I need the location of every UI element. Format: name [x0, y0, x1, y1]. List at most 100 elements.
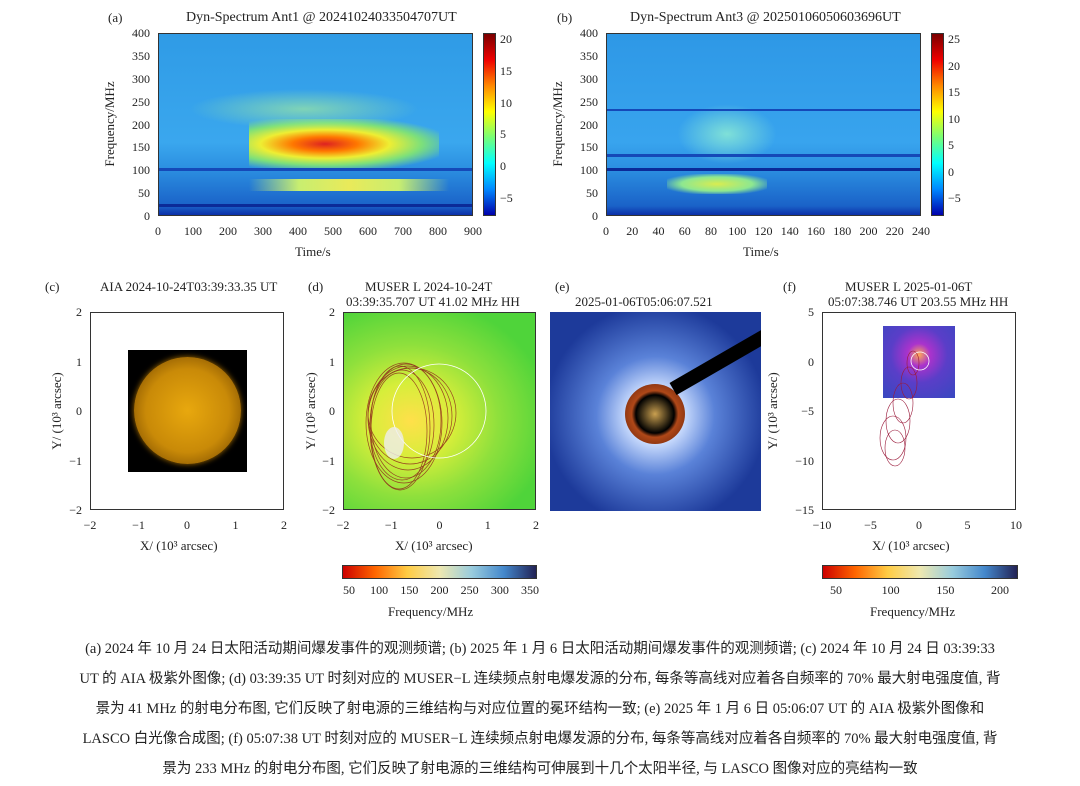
panel-d-xlabel: X/ (10³ arcsec) — [395, 538, 473, 553]
caption-line-3: 景为 41 MHz 的射电分布图, 它们反映了射电源的三维结构与对应位置的冕环结… — [95, 701, 985, 717]
x-tick-label: −1 — [384, 518, 398, 532]
y-tick-label: −5 — [801, 404, 814, 418]
colorbar-tick-label: −5 — [500, 191, 513, 205]
x-tick-label: 700 — [394, 224, 412, 238]
x-tick-label: 220 — [885, 224, 904, 238]
x-tick-label: 200 — [219, 224, 237, 238]
rfi-line — [607, 154, 920, 157]
panel-a-spectrum — [158, 33, 473, 216]
panel-f-title-2: 05:07:38.746 UT 203.55 MHz HH — [828, 294, 1009, 309]
y-tick-label: 150 — [580, 140, 598, 155]
x-tick-label: 600 — [359, 224, 377, 238]
panel-e-tag: (e) — [555, 279, 570, 294]
caption-line-4: LASCO 白光像合成图; (f) 05:07:38 UT 时刻对应的 MUSE… — [82, 731, 998, 747]
colorbar-tick-label: 200 — [430, 583, 449, 597]
colorbar-tick-label: 100 — [370, 583, 389, 597]
panel-e-title: 2025-01-06T05:06:07.521 — [575, 294, 713, 309]
panel-f-xlabel: X/ (10³ arcsec) — [872, 538, 950, 553]
x-tick-label: 0 — [436, 518, 443, 532]
panel-b-ylabel: Frequency/MHz — [550, 81, 565, 167]
x-tick-label: 40 — [652, 224, 665, 238]
y-tick-label: 200 — [132, 117, 150, 132]
colorbar-tick-label: 150 — [936, 583, 955, 597]
colorbar-tick-label: 10 — [500, 95, 512, 110]
rfi-line — [607, 109, 920, 111]
x-tick-label: 0 — [184, 518, 190, 532]
x-tick-label: 10 — [1010, 518, 1022, 532]
panel-f-colorbar — [822, 565, 1018, 579]
colorbar-tick-label: 150 — [400, 583, 419, 597]
x-tick-label: 0 — [916, 518, 922, 532]
y-tick-label: 400 — [580, 26, 598, 40]
aia-image — [128, 350, 247, 472]
y-tick-label: 0 — [808, 354, 814, 369]
y-tick-label: −10 — [795, 453, 814, 468]
rfi-line — [159, 204, 472, 207]
y-tick-label: −2 — [322, 503, 335, 517]
panel-f-ylabel: Y/ (10³ arcsec) — [765, 372, 780, 450]
x-tick-label: 500 — [324, 224, 342, 238]
y-tick-label: 1 — [76, 354, 82, 369]
panel-b-tag: (b) — [557, 10, 573, 25]
colorbar-tick-label: 250 — [460, 583, 479, 597]
panel-b-colorbar — [931, 33, 944, 216]
y-tick-label: 0 — [592, 209, 598, 223]
colorbar-tick-label: 300 — [490, 583, 509, 597]
x-tick-label: 0 — [603, 224, 609, 238]
x-tick-label: 0 — [155, 224, 161, 238]
panel-c-ylabel: Y/ (10³ arcsec) — [49, 372, 64, 450]
colorbar-tick-label: −5 — [948, 191, 961, 205]
colorbar-tick-label: 25 — [948, 32, 960, 46]
x-tick-label: −2 — [83, 518, 97, 532]
x-tick-label: −10 — [812, 518, 832, 532]
y-tick-label: −2 — [69, 503, 82, 517]
x-tick-label: 140 — [780, 224, 799, 238]
panel-d-colorbar — [342, 565, 537, 579]
burst-region — [667, 174, 767, 194]
y-tick-label: 150 — [132, 140, 150, 155]
colorbar-tick-label: 15 — [948, 85, 960, 99]
colorbar-tick-label: 5 — [500, 127, 506, 142]
rfi-line — [607, 168, 920, 171]
panel-b-xlabel: Time/s — [743, 244, 779, 259]
x-tick-label: 160 — [807, 224, 825, 238]
panel-a-ylabel: Frequency/MHz — [102, 81, 117, 167]
y-tick-label: 50 — [586, 186, 598, 201]
colorbar-tick-label: 350 — [521, 583, 539, 597]
sun-disk — [134, 357, 241, 464]
y-tick-label: 2 — [76, 305, 82, 319]
x-tick-label: 60 — [678, 224, 691, 238]
panel-d-title-2: 03:39:35.707 UT 41.02 MHz HH — [346, 294, 520, 309]
x-tick-label: 800 — [429, 224, 447, 238]
caption-line-1: (a) 2024 年 10 月 24 日太阳活动期间爆发事件的观测频谱; (b)… — [85, 641, 995, 657]
colorbar-tick-label: 20 — [948, 58, 960, 73]
colorbar-tick-label: 50 — [343, 583, 355, 597]
colorbar-tick-label: 15 — [500, 63, 512, 78]
y-tick-label: −1 — [322, 453, 335, 468]
y-tick-label: 5 — [808, 305, 814, 319]
y-tick-label: 100 — [132, 163, 150, 178]
colorbar-tick-label: 100 — [881, 583, 900, 597]
panel-f-plot — [822, 312, 1016, 510]
y-tick-label: 300 — [132, 71, 150, 86]
y-tick-label: −15 — [795, 503, 814, 517]
panel-d-tag: (d) — [308, 279, 324, 294]
y-tick-label: 0 — [144, 209, 150, 223]
y-tick-label: 400 — [132, 26, 150, 40]
panel-d-cbar-label: Frequency/MHz — [388, 604, 474, 619]
y-tick-label: 250 — [132, 94, 150, 109]
x-tick-label: 120 — [754, 224, 773, 238]
x-tick-label: −1 — [132, 518, 145, 532]
emission-band — [249, 179, 449, 191]
rfi-line — [159, 168, 472, 171]
x-tick-label: 80 — [705, 224, 717, 238]
panel-d-plot — [343, 312, 536, 510]
colorbar-tick-label: 0 — [948, 164, 954, 179]
x-tick-label: 20 — [626, 224, 639, 238]
caption-line-2: UT 的 AIA 极紫外图像; (d) 03:39:35 UT 时刻对应的 MU… — [79, 671, 1001, 687]
y-tick-label: 300 — [580, 71, 598, 86]
x-tick-label: 2 — [281, 518, 287, 532]
panel-a-xlabel: Time/s — [295, 244, 331, 259]
x-tick-label: 100 — [184, 224, 202, 238]
panel-c-title: AIA 2024-10-24T03:39:33.35 UT — [100, 279, 278, 294]
